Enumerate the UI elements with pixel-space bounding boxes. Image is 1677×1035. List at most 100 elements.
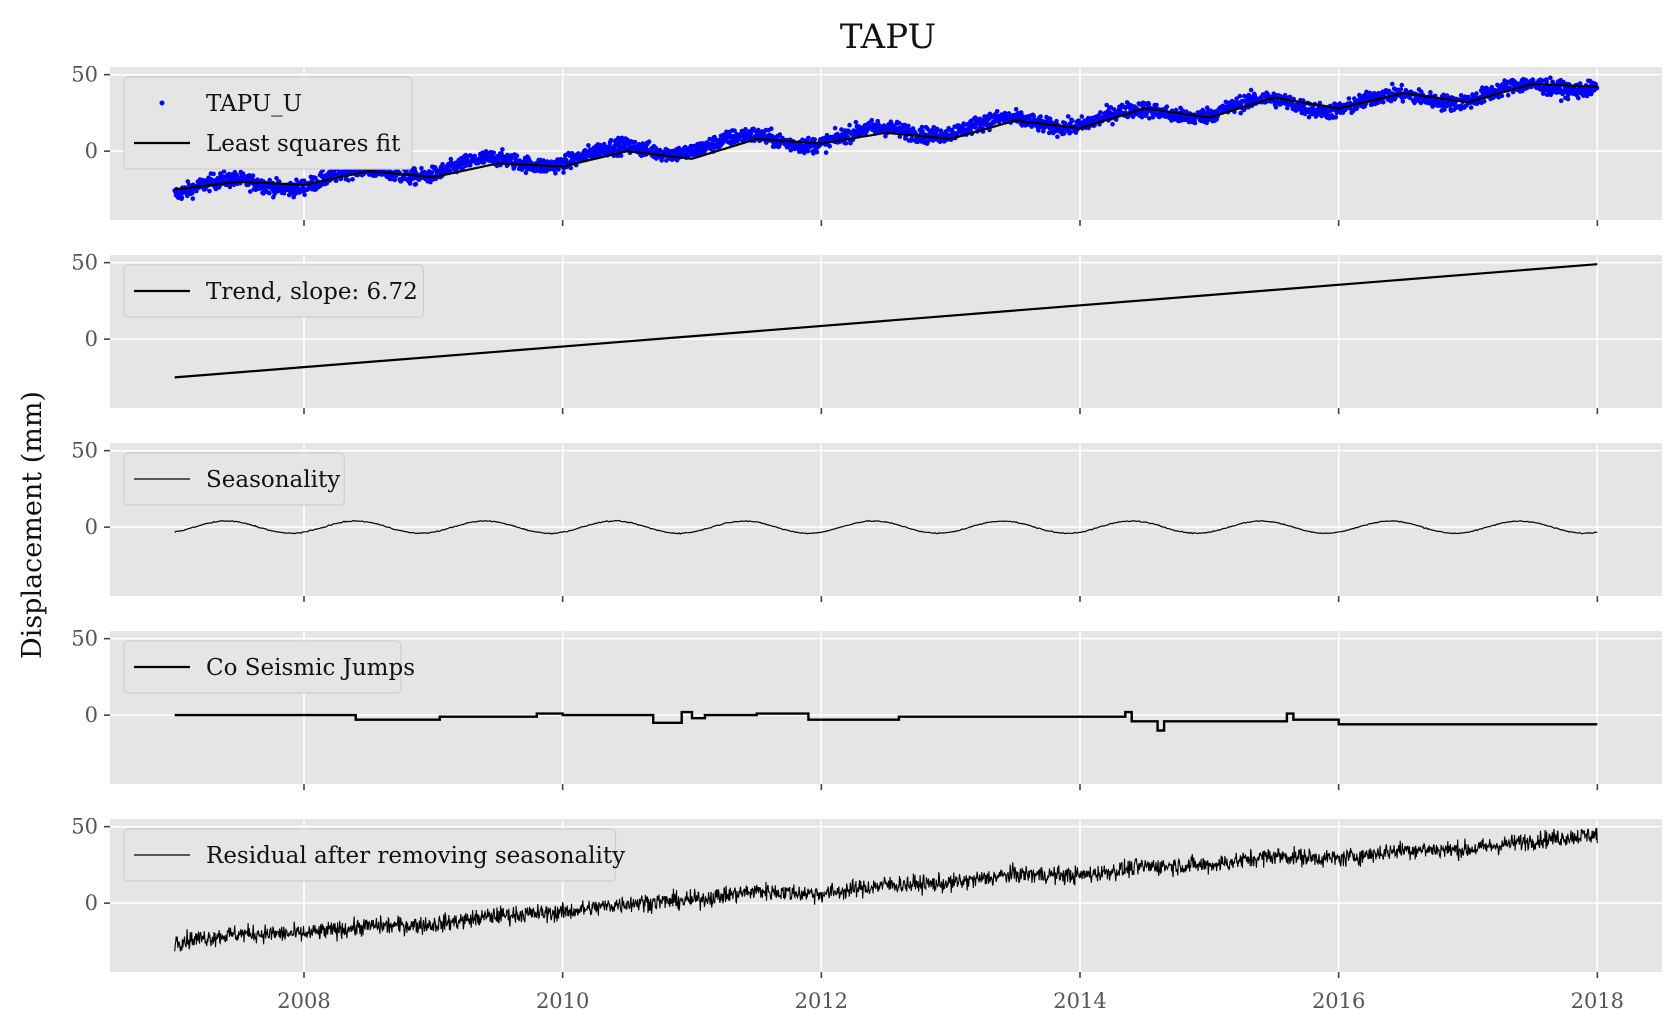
data-point <box>1548 75 1553 81</box>
data-point <box>1031 114 1037 119</box>
data-point <box>568 165 574 171</box>
data-point <box>1499 93 1505 99</box>
data-point <box>1428 90 1433 95</box>
data-point <box>190 190 195 196</box>
data-point <box>1464 103 1469 108</box>
data-point <box>246 182 251 187</box>
data-point <box>769 126 774 131</box>
y-tick-label: 50 <box>71 439 98 463</box>
data-point <box>935 128 940 133</box>
data-point <box>553 170 558 176</box>
panel-4: 0 50 Co Seismic Jumps <box>71 627 1662 790</box>
y-tick-label: 50 <box>71 815 98 839</box>
data-point <box>346 178 351 183</box>
data-point <box>255 177 260 182</box>
data-point <box>1558 98 1564 103</box>
legend-label: Seasonality <box>206 467 340 493</box>
data-point <box>814 149 820 155</box>
data-point <box>1013 107 1019 112</box>
data-point <box>1248 87 1254 93</box>
data-point <box>499 151 504 156</box>
chart-title: TAPU <box>840 17 936 57</box>
data-point <box>1333 115 1339 120</box>
data-point <box>1110 121 1115 127</box>
y-axis-label: Displacement (mm) <box>17 391 48 659</box>
x-tick-label: 2012 <box>795 989 848 1013</box>
data-point <box>281 190 287 196</box>
panel-3: 0 50 Seasonality <box>71 439 1662 602</box>
data-point <box>977 116 983 122</box>
data-point <box>429 170 435 175</box>
data-point <box>1357 92 1362 98</box>
data-point <box>802 150 807 156</box>
data-point <box>625 137 630 143</box>
panel-2: 0 50 Trend, slope: 6.72 <box>71 251 1662 414</box>
x-tick-label: 2010 <box>536 989 589 1013</box>
data-point <box>902 122 908 128</box>
data-point <box>234 173 240 178</box>
data-point <box>392 177 398 183</box>
legend-label: Co Seismic Jumps <box>206 655 415 681</box>
data-point <box>1577 81 1583 86</box>
data-point <box>1491 95 1496 100</box>
legend-box <box>123 640 402 694</box>
data-point <box>721 140 726 145</box>
data-point <box>743 127 748 132</box>
legend-box <box>123 828 617 882</box>
x-tick-label: 2008 <box>277 989 330 1013</box>
data-point <box>1065 114 1071 119</box>
data-point <box>1173 107 1179 113</box>
data-point <box>1407 95 1413 101</box>
y-tick-label: 0 <box>85 515 98 539</box>
data-point <box>906 123 911 129</box>
y-tick-label: 50 <box>71 627 98 651</box>
series-residual-line <box>174 827 1598 952</box>
y-tick-label: 0 <box>85 327 98 351</box>
data-point <box>1154 102 1159 108</box>
data-point <box>508 158 513 164</box>
data-point <box>777 132 783 137</box>
series-seasonality-line <box>174 519 1598 535</box>
data-point <box>897 120 902 126</box>
data-point <box>1073 130 1079 135</box>
data-point <box>812 137 817 142</box>
plot-area <box>174 827 1598 952</box>
data-point <box>736 136 742 142</box>
data-point <box>1412 100 1417 106</box>
data-point <box>267 190 272 196</box>
data-point <box>1041 129 1046 134</box>
panels: 0 50 TAPU_U Least squares fit 0 50 Trend, slop… <box>71 63 1662 1013</box>
data-point <box>248 189 253 194</box>
data-point <box>1079 114 1085 119</box>
y-tick-label: 50 <box>71 63 98 87</box>
x-tick-label: 2014 <box>1053 989 1106 1013</box>
data-point <box>569 151 575 156</box>
data-point <box>853 119 859 125</box>
data-point <box>1273 105 1279 110</box>
data-point <box>1576 95 1581 101</box>
data-point <box>1287 94 1293 100</box>
data-point <box>1565 96 1571 102</box>
data-point <box>1481 99 1487 104</box>
data-point <box>933 132 939 137</box>
data-point <box>500 147 505 152</box>
data-point <box>1038 114 1043 119</box>
y-tick-label: 0 <box>85 139 98 163</box>
data-point <box>468 163 473 168</box>
data-point <box>1290 101 1295 107</box>
data-point <box>1047 116 1053 121</box>
data-point <box>302 192 307 198</box>
data-point <box>179 195 185 200</box>
data-point <box>472 153 478 159</box>
legend-box <box>123 76 413 170</box>
data-point <box>1054 118 1059 124</box>
data-point <box>250 173 256 178</box>
data-point <box>972 125 978 130</box>
legend-entry: Residual after removing seasonality <box>134 843 625 869</box>
data-point <box>1164 104 1170 109</box>
data-point <box>806 135 811 141</box>
x-tick-label: 2018 <box>1571 989 1624 1013</box>
data-point <box>1544 92 1550 97</box>
data-point <box>419 165 424 171</box>
data-point <box>847 122 852 128</box>
